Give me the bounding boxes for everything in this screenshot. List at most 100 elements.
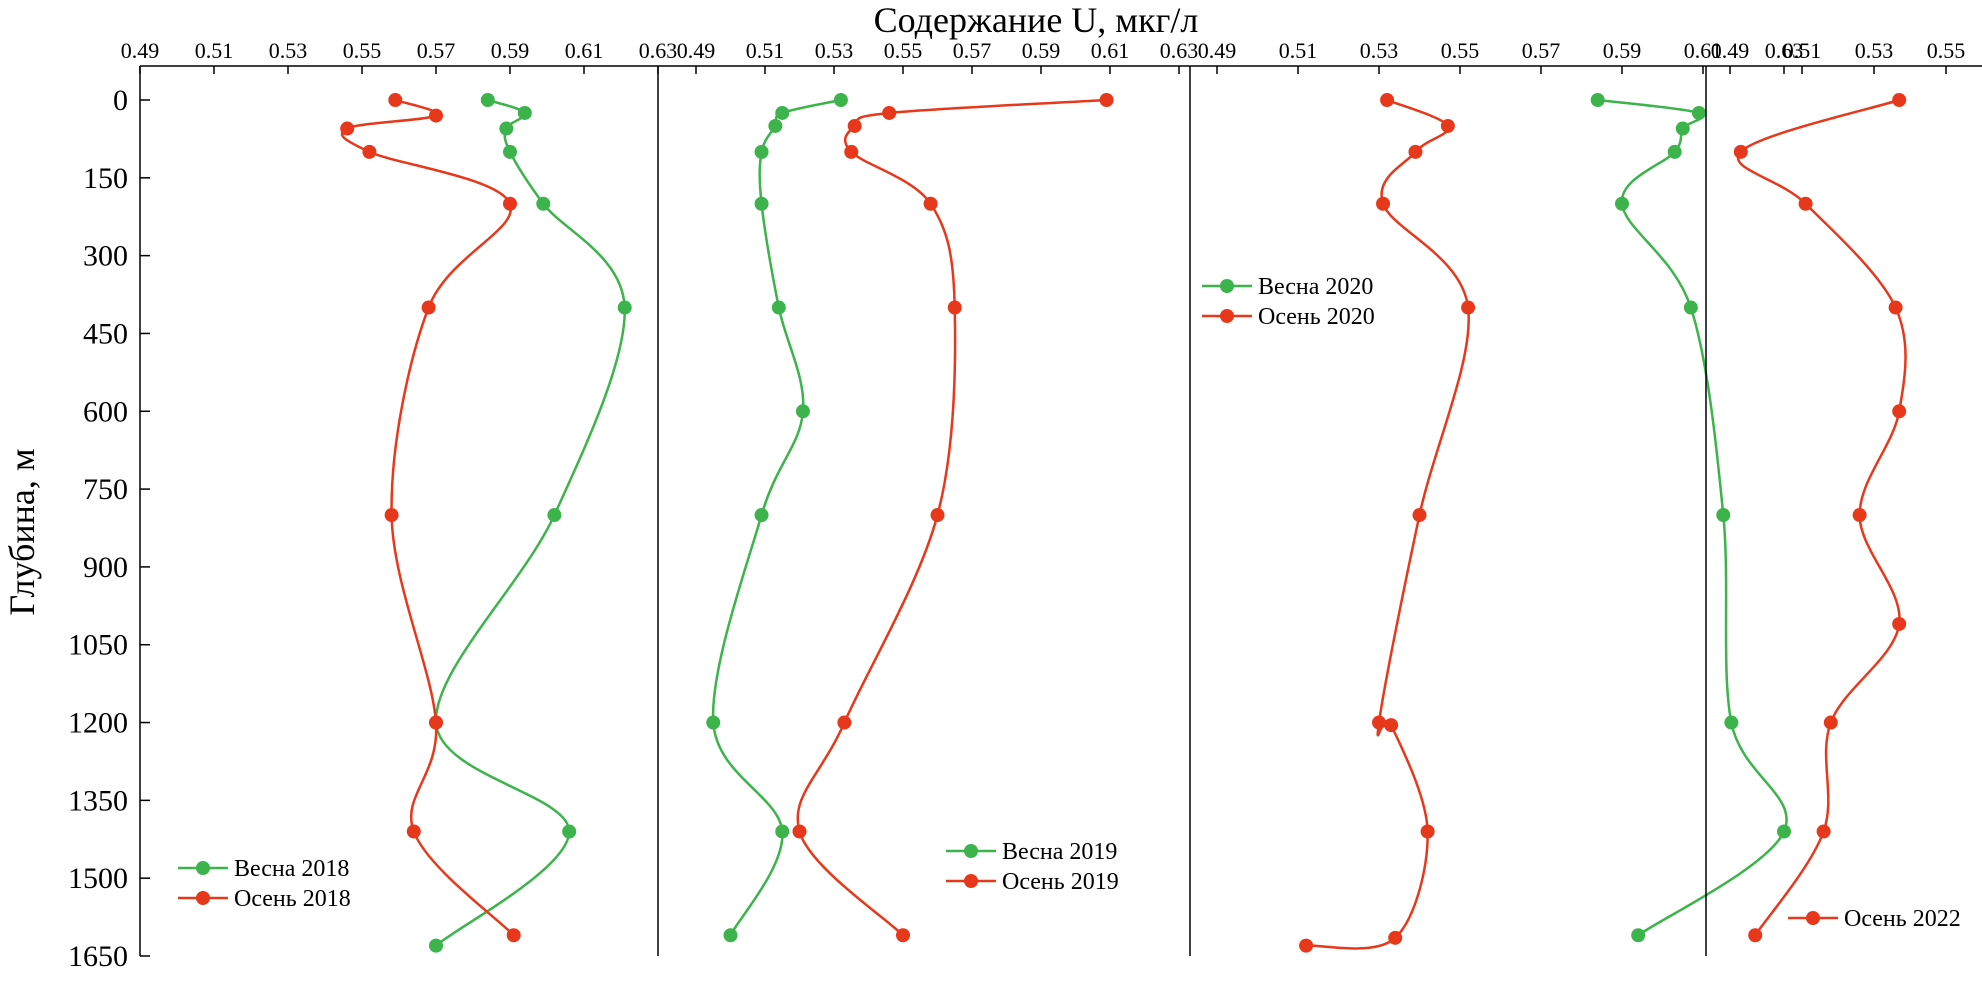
data-point (1388, 930, 1403, 945)
data-point (771, 300, 786, 315)
x-tick-label: 0.53 (815, 38, 854, 63)
data-point (768, 118, 783, 133)
data-point (406, 824, 421, 839)
y-tick-label: 300 (83, 240, 128, 273)
data-point (706, 715, 721, 730)
data-point (1440, 118, 1455, 133)
series-line (711, 98, 842, 936)
data-point (1667, 144, 1682, 159)
series-line (1305, 98, 1470, 950)
data-point (754, 196, 769, 211)
legend-marker (964, 844, 978, 858)
data-point (1716, 508, 1731, 523)
data-point (1299, 938, 1314, 953)
legend-label: Осень 2020 (1258, 304, 1375, 330)
data-point (754, 508, 769, 523)
legend-marker (1220, 309, 1234, 323)
data-point (775, 105, 790, 120)
data-point (1798, 196, 1813, 211)
legend-label: Весна 2018 (234, 856, 349, 882)
series-осень-2022 (1733, 93, 1907, 943)
legend-marker (196, 861, 210, 875)
legend-label: Осень 2018 (234, 886, 351, 912)
data-point (362, 144, 377, 159)
data-point (547, 508, 562, 523)
legend-marker (196, 891, 210, 905)
x-tick-label: 0.55 (884, 38, 923, 63)
data-point (1816, 824, 1831, 839)
y-tick-label: 450 (83, 317, 128, 350)
data-point (837, 715, 852, 730)
x-tick-label: 0.57 (953, 38, 992, 63)
y-tick-label: 900 (83, 551, 128, 584)
x-tick-label: 0.59 (1603, 38, 1642, 63)
data-point (947, 300, 962, 315)
data-point (1408, 144, 1423, 159)
y-tick-label: 1650 (68, 940, 128, 973)
data-point (499, 121, 514, 136)
data-point (536, 196, 551, 211)
series-line (434, 98, 626, 947)
x-tick-label: 0.61 (565, 38, 604, 63)
data-point (421, 300, 436, 315)
x-tick-label: 0.53 (1855, 38, 1894, 63)
data-point (1380, 93, 1395, 107)
series-весна-2019 (706, 93, 848, 943)
legend-marker (1806, 911, 1820, 925)
chart-legends: Весна 2018 Осень 2018 Весна 2019 Осень 2019… (178, 274, 1961, 932)
data-point (923, 196, 938, 211)
series-весна-2018 (429, 93, 632, 953)
data-point (1590, 93, 1605, 107)
x-tick-label: 0.59 (491, 38, 530, 63)
x-tick-label: 0.49 (1198, 38, 1237, 63)
x-tick-label: 0.57 (417, 38, 456, 63)
data-point (429, 938, 443, 953)
series-осень-2018 (340, 93, 521, 943)
data-point (1384, 718, 1399, 733)
legend-marker (1220, 279, 1234, 293)
y-tick-label: 750 (83, 473, 128, 506)
data-point (792, 824, 807, 839)
legend-marker (964, 874, 978, 888)
data-point (1852, 508, 1867, 523)
x-tick-label: 0.59 (1022, 38, 1061, 63)
data-point (1675, 121, 1690, 136)
series-осень-2019 (792, 93, 1114, 943)
data-point (1888, 300, 1903, 315)
data-point (1631, 928, 1646, 943)
data-point (429, 715, 443, 730)
x-tick-label: 0.63 (1160, 38, 1199, 63)
data-point (1099, 93, 1114, 107)
x-tick-label: 0.53 (269, 38, 308, 63)
data-point (882, 105, 897, 120)
data-point (1892, 404, 1907, 419)
data-point (1412, 508, 1427, 523)
chart-panel-2: 0.49 0.51 0.53 0.55 0.57 0.59 0.61 0.63 (657, 38, 1199, 956)
data-point (844, 144, 859, 159)
x-tick-label: 0.51 (1279, 38, 1318, 63)
x-tick-label: 0.55 (1927, 38, 1966, 63)
data-point (503, 144, 517, 159)
x-tick-label: 0.63 (1765, 38, 1804, 63)
data-point (833, 93, 848, 107)
data-point (1777, 824, 1791, 839)
data-point (1615, 196, 1629, 211)
y-tick-label: 1500 (68, 862, 128, 895)
data-point (506, 928, 521, 943)
y-tick-label: 1200 (68, 707, 128, 740)
y-axis: 0 150 300 450 600 750 900 1050 1200 1350 1500 1650 (68, 66, 150, 973)
data-point (896, 928, 910, 943)
x-tick-label: 0.61 (1091, 38, 1130, 63)
y-tick-label: 0 (113, 84, 128, 117)
data-point (429, 108, 443, 123)
data-point (517, 105, 532, 120)
data-point (723, 928, 738, 943)
x-tick-label: 0.51 (746, 38, 785, 63)
x-tick-label: 0.63 (639, 38, 678, 63)
legend-label: Осень 2019 (1002, 869, 1119, 895)
x-tick-label: 0.51 (195, 38, 234, 63)
data-point (1691, 105, 1706, 120)
data-point (1733, 144, 1748, 159)
series-line (1597, 98, 1788, 937)
